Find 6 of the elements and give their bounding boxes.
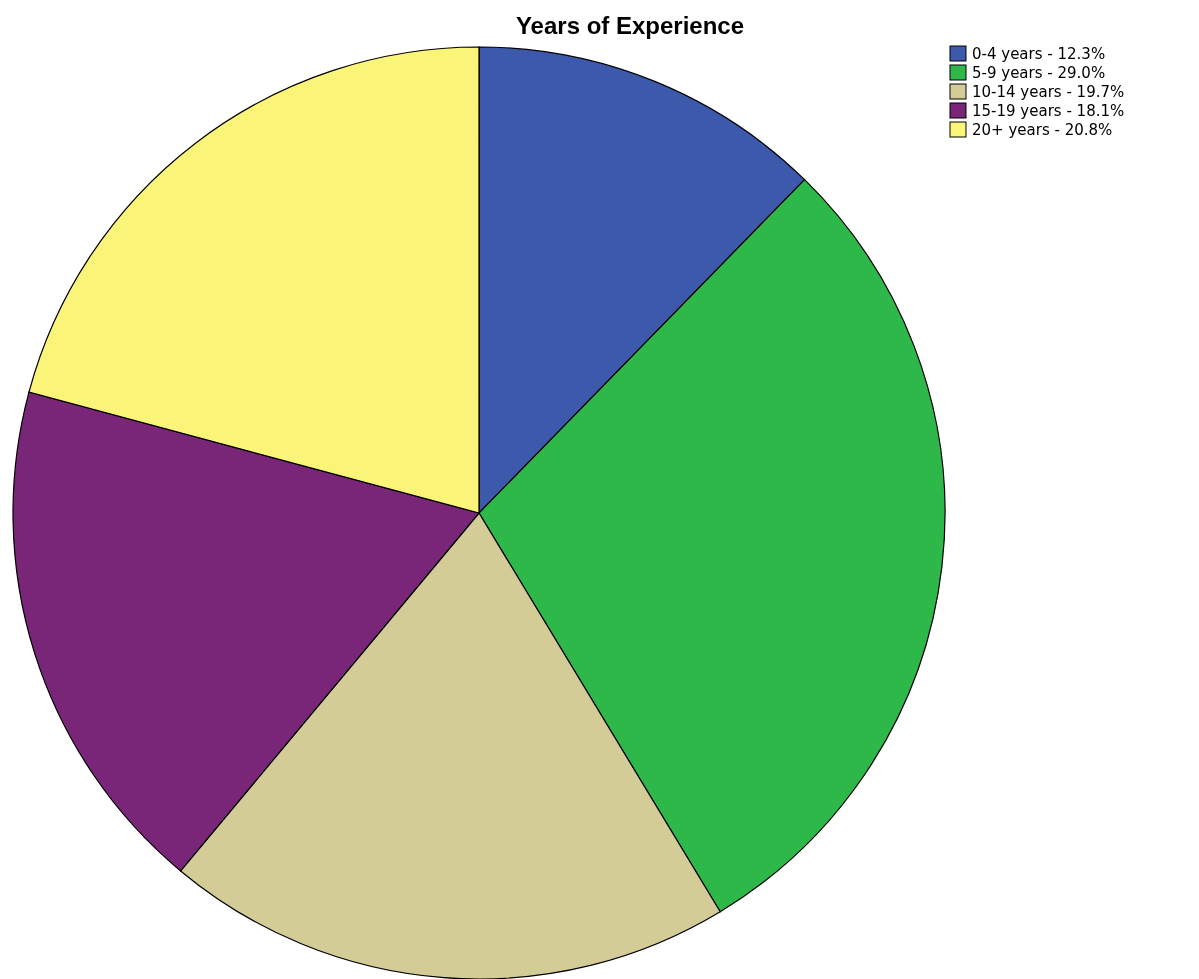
legend-label: 10-14 years - 19.7% [972,83,1125,101]
legend-label: 0-4 years - 12.3% [972,45,1106,63]
legend-label: 15-19 years - 18.1% [972,102,1125,120]
legend-label: 5-9 years - 29.0% [972,64,1106,82]
legend-label: 20+ years - 20.8% [972,121,1113,139]
chart-title: Years of Experience [515,12,745,39]
